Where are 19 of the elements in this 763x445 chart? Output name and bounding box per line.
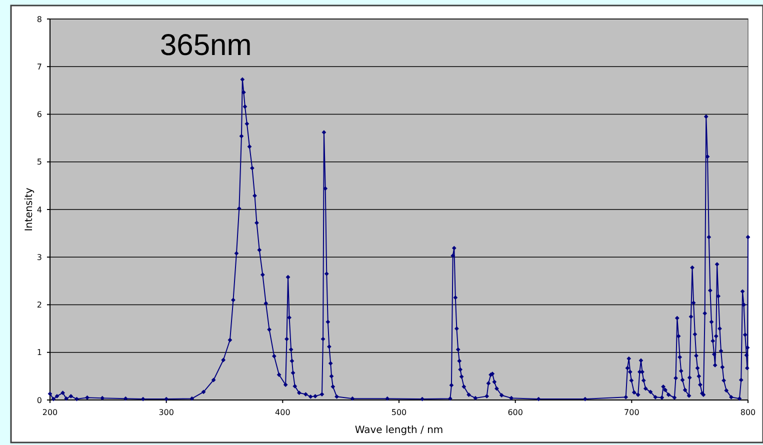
chart-title: 365nm [160,29,252,62]
y-tick-label: 5 [36,158,42,167]
y-tick-label: 0 [36,396,42,405]
x-tick-label: 600 [508,408,523,417]
y-tick-label: 7 [36,62,42,72]
y-tick-label: 1 [36,348,42,358]
y-tick-label: 3 [36,252,42,262]
x-tick-label: 200 [42,408,58,417]
y-axis-title: Intensity [24,188,35,232]
x-tick-label: 500 [391,408,407,417]
y-tick-label: 6 [36,110,42,120]
y-tick-label: 2 [36,300,42,310]
x-tick-label: 300 [158,408,174,417]
x-tick-label: 700 [624,408,640,417]
x-tick-label: 800 [740,408,756,417]
y-tick-label: 8 [36,14,42,24]
x-axis-title: Wave length / nm [354,425,444,436]
x-tick-label: 400 [275,408,290,417]
y-tick-label: 4 [36,205,42,214]
